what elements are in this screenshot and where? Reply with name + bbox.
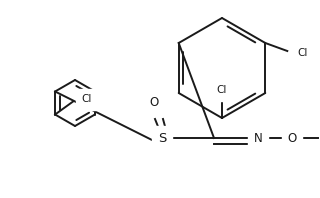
Text: S: S xyxy=(158,131,166,145)
Text: Cl: Cl xyxy=(217,85,227,95)
Text: Cl: Cl xyxy=(297,48,308,58)
Text: Cl: Cl xyxy=(81,94,92,105)
Text: O: O xyxy=(149,95,159,109)
Text: O: O xyxy=(287,131,297,145)
Text: N: N xyxy=(254,131,262,145)
